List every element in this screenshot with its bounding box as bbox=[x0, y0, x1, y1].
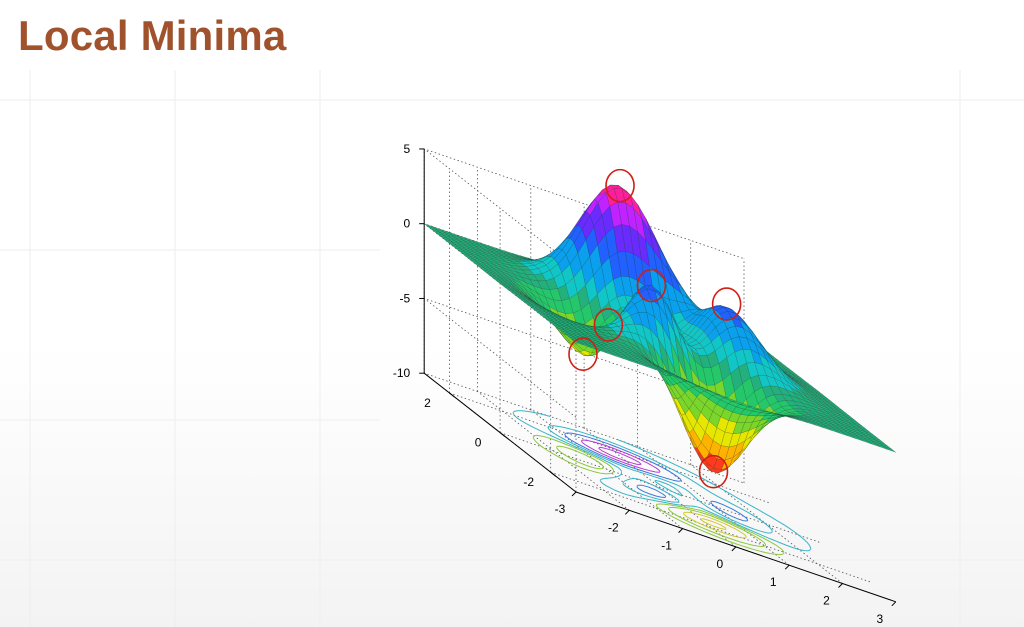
x-tick-mark bbox=[784, 564, 790, 570]
contour-line bbox=[512, 410, 812, 552]
contour-line bbox=[682, 511, 747, 539]
z-tick-label: 0 bbox=[404, 217, 411, 231]
extremum-circle bbox=[711, 287, 742, 321]
x-tick-label: 2 bbox=[823, 594, 830, 608]
extremum-circle bbox=[605, 168, 635, 203]
contour-line bbox=[598, 446, 642, 465]
extremum-circle bbox=[636, 268, 667, 303]
z-tick-label: -5 bbox=[400, 291, 411, 305]
x-tick-label: 3 bbox=[876, 612, 883, 626]
contour-line bbox=[547, 425, 773, 534]
axes-box bbox=[423, 148, 896, 603]
floor-gridline bbox=[499, 432, 821, 543]
y-tick-label: 0 bbox=[475, 436, 482, 450]
x-tick-label: 1 bbox=[770, 575, 777, 589]
contour-line bbox=[580, 439, 661, 473]
z-tick-label: -10 bbox=[393, 366, 411, 380]
floor-gridline bbox=[449, 392, 770, 504]
y-tick-label: -2 bbox=[523, 475, 534, 489]
extremum-circle bbox=[568, 337, 598, 371]
z-tick-label: 5 bbox=[404, 142, 411, 156]
y-tick-mark bbox=[449, 392, 455, 398]
x-tick-mark bbox=[838, 583, 843, 588]
floor-gridline bbox=[690, 464, 843, 584]
x-tick-label: 0 bbox=[717, 557, 724, 571]
y-tick-label: 2 bbox=[424, 396, 431, 410]
x-tick-mark bbox=[891, 601, 897, 607]
minima-markers bbox=[568, 168, 742, 489]
x-tick-label: -3 bbox=[555, 502, 566, 516]
contour-line bbox=[700, 518, 727, 530]
x-tick-mark bbox=[571, 491, 577, 497]
surface-face bbox=[883, 446, 896, 453]
contour-line bbox=[532, 434, 785, 556]
x-tick-mark bbox=[731, 546, 737, 552]
y-tick-mark bbox=[550, 471, 557, 477]
slide-title: Local Minima bbox=[18, 12, 287, 59]
contour-projection bbox=[512, 410, 812, 556]
y-tick-mark bbox=[499, 432, 506, 437]
contour-line bbox=[556, 445, 767, 547]
extremum-circle bbox=[593, 308, 624, 342]
floor-gridline bbox=[550, 471, 871, 583]
surface-mesh bbox=[424, 184, 896, 474]
x-tick-mark bbox=[624, 509, 630, 515]
extremum-circle bbox=[698, 454, 729, 489]
x-tick-label: -1 bbox=[661, 539, 672, 553]
x-tick-label: -2 bbox=[608, 520, 619, 534]
x-tick-mark bbox=[678, 528, 683, 533]
contour-line bbox=[564, 432, 749, 522]
